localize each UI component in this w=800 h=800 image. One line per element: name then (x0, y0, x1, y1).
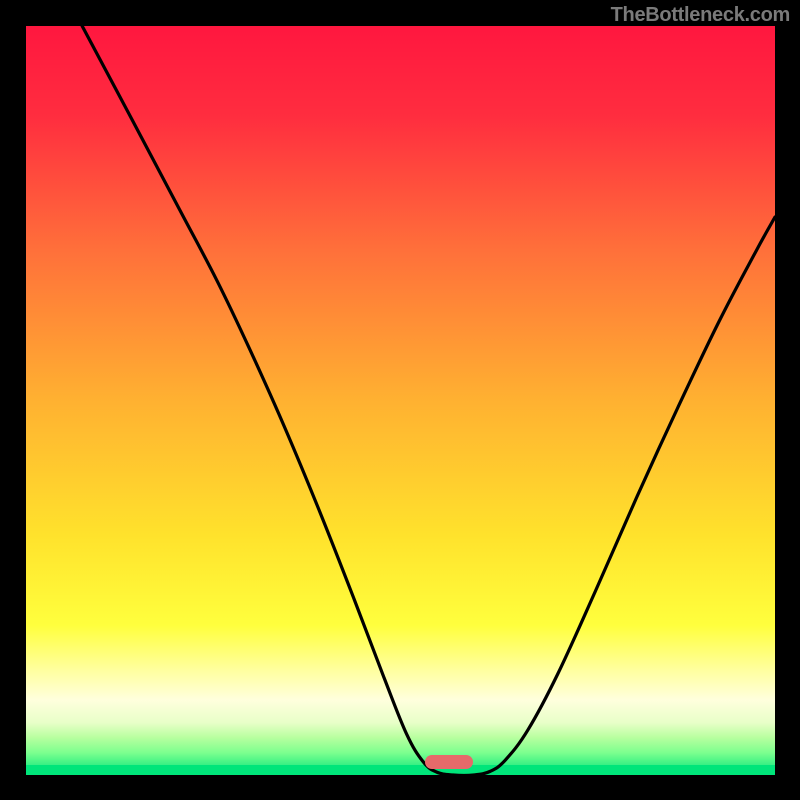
plot-area (26, 26, 775, 775)
curve-path (82, 26, 775, 775)
chart-container: TheBottleneck.com (0, 0, 800, 800)
watermark: TheBottleneck.com (611, 4, 790, 27)
bottleneck-marker (425, 755, 473, 769)
bottleneck-curve (26, 26, 775, 775)
